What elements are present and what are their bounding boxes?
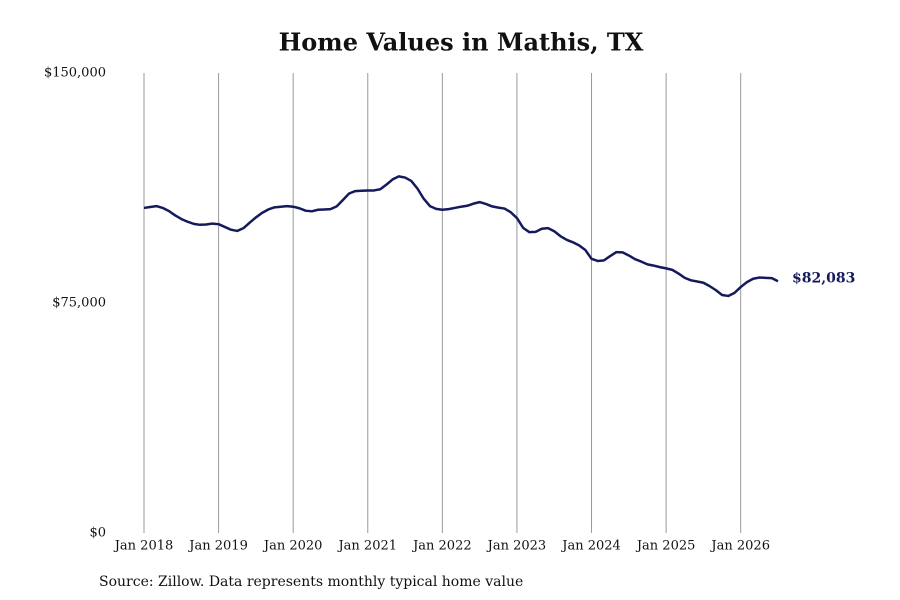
- x-tick-label: Jan 2021: [336, 539, 397, 554]
- source-note: Source: Zillow. Data represents monthly …: [99, 574, 523, 590]
- x-tick-label: Jan 2026: [709, 539, 770, 554]
- y-tick-label: $150,000: [44, 66, 106, 81]
- x-tick-label: Jan 2019: [187, 539, 248, 554]
- x-tick-label: Jan 2022: [411, 539, 472, 554]
- end-label: $82,083: [792, 270, 855, 286]
- y-tick-label: $75,000: [52, 296, 106, 311]
- x-tick-label: Jan 2018: [113, 539, 174, 554]
- x-tick-label: Jan 2024: [560, 539, 621, 554]
- x-tick-label: Jan 2025: [635, 539, 696, 554]
- x-tick-label: Jan 2020: [262, 539, 323, 554]
- y-tick-label: $0: [89, 526, 106, 541]
- x-tick-label: Jan 2023: [486, 539, 547, 554]
- line: [143, 175, 779, 298]
- chart-title: Home Values in Mathis, TX: [279, 28, 644, 57]
